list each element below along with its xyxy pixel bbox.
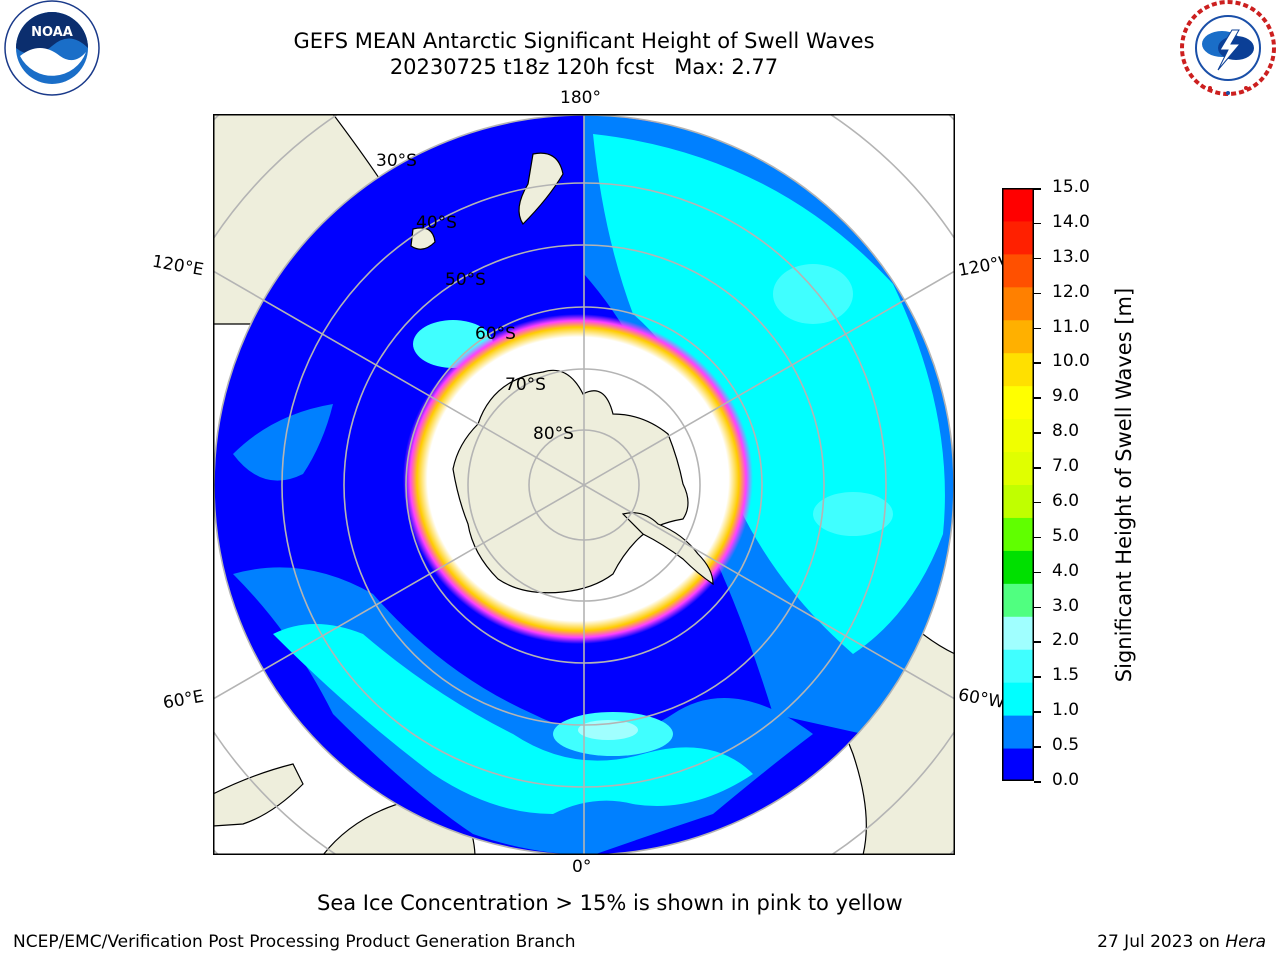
lon-label-60e: 60°E bbox=[161, 686, 206, 714]
colorbar-tick-label: 4.0 bbox=[1052, 560, 1080, 581]
noaa-logo-text: NOAA bbox=[31, 25, 73, 40]
swell-band-1.5-2.0-east bbox=[773, 264, 853, 324]
footer-date-text: 27 Jul 2023 on bbox=[1097, 932, 1226, 952]
colorbar-tick-label: 9.0 bbox=[1052, 386, 1080, 407]
colorbar-tick-label: 7.0 bbox=[1052, 456, 1080, 477]
colorbar-segment-11-12 bbox=[1002, 319, 1034, 354]
colorbar-tick-mark bbox=[1034, 222, 1041, 225]
colorbar-segment-4-5 bbox=[1002, 550, 1034, 584]
colorbar-tick-mark bbox=[1034, 606, 1041, 609]
colorbar-segment-0.5-1 bbox=[1002, 715, 1034, 749]
colorbar-tick-mark bbox=[1034, 501, 1041, 504]
swell-band-0.5-1.0-west bbox=[233, 404, 333, 481]
footer-machine: Hera bbox=[1225, 932, 1266, 952]
swell-band-1.0-1.5-south bbox=[273, 624, 753, 814]
colorbar-segment-5-6 bbox=[1002, 517, 1034, 551]
colorbar-tick-mark bbox=[1034, 188, 1041, 190]
colorbar-tick-label: 12.0 bbox=[1052, 281, 1090, 302]
land-madagascar bbox=[213, 763, 304, 827]
lon-label-0: 0° bbox=[572, 857, 592, 877]
colorbar-tick-mark bbox=[1034, 746, 1041, 748]
polar-map bbox=[213, 114, 955, 855]
colorbar-tick-mark bbox=[1034, 327, 1041, 330]
colorbar-segment-9-10 bbox=[1002, 385, 1034, 420]
colorbar-segment-2-3 bbox=[1002, 616, 1034, 650]
colorbar-tick-label: 13.0 bbox=[1052, 246, 1090, 267]
colorbar-segment-7-8 bbox=[1002, 451, 1034, 485]
chart-subtitle: 20230725 t18z 120h fcst Max: 2.77 bbox=[389, 55, 779, 79]
colorbar-tick-label: 15.0 bbox=[1052, 177, 1090, 197]
colorbar-title: Significant Height of Swell Waves [m] bbox=[1112, 287, 1136, 683]
colorbar-frame bbox=[1002, 188, 1034, 781]
footer-date: 27 Jul 2023 on Hera bbox=[1097, 932, 1266, 952]
colorbar-segment-3-4 bbox=[1002, 583, 1034, 617]
colorbar-segment-8-9 bbox=[1002, 418, 1034, 453]
lat-label-70s: 70°S bbox=[505, 375, 546, 395]
colorbar-segment-1-1.5 bbox=[1002, 682, 1034, 716]
colorbar-tick-mark bbox=[1034, 536, 1041, 539]
colorbar-tick-mark bbox=[1034, 432, 1041, 434]
colorbar-tick-label: 11.0 bbox=[1052, 316, 1090, 337]
colorbar-tick-label: 6.0 bbox=[1052, 490, 1080, 511]
land-new-zealand bbox=[518, 152, 564, 225]
lon-label-120e: 120°E bbox=[150, 251, 206, 281]
footer-credit: NCEP/EMC/Verification Post Processing Pr… bbox=[13, 932, 576, 952]
colorbar-tick-label: 0.0 bbox=[1052, 770, 1080, 790]
colorbar-tick-mark bbox=[1034, 362, 1041, 364]
colorbar-segment-0-0.5 bbox=[1002, 748, 1034, 781]
colorbar-tick-mark bbox=[1034, 397, 1041, 399]
colorbar-segment-1.5-2 bbox=[1002, 649, 1034, 683]
colorbar-tick-label: 14.0 bbox=[1052, 211, 1090, 232]
colorbar-tick-label: 0.5 bbox=[1052, 735, 1080, 756]
colorbar-tick-mark bbox=[1034, 467, 1041, 469]
colorbar-segment-12-13 bbox=[1002, 286, 1034, 321]
colorbar-segment-14-15 bbox=[1002, 220, 1034, 255]
colorbar-tick-label: 10.0 bbox=[1052, 351, 1090, 372]
colorbar-segment-10-11 bbox=[1002, 352, 1034, 387]
lat-label-60s: 60°S bbox=[475, 324, 516, 344]
colorbar-tick-label: 5.0 bbox=[1052, 525, 1080, 546]
lat-label-50s: 50°S bbox=[445, 270, 486, 290]
colorbar-segment-6-7 bbox=[1002, 484, 1034, 518]
colorbar-tick-mark bbox=[1034, 571, 1041, 574]
colorbar-tick-mark bbox=[1034, 257, 1041, 260]
colorbar bbox=[1002, 188, 1034, 781]
colorbar-tick-mark bbox=[1034, 641, 1041, 643]
chart-title: GEFS MEAN Antarctic Significant Height o… bbox=[293, 29, 875, 53]
colorbar-tick-label: 2.0 bbox=[1052, 630, 1080, 651]
colorbar-segment-13-14 bbox=[1002, 253, 1034, 288]
colorbar-tick-label: 3.0 bbox=[1052, 595, 1080, 616]
colorbar-segment-15-16 bbox=[1002, 188, 1034, 222]
swell-band-1.5-2.0-east2 bbox=[813, 492, 893, 536]
colorbar-tick-label: 1.5 bbox=[1052, 665, 1080, 686]
sea-ice-note: Sea Ice Concentration > 15% is shown in … bbox=[317, 891, 903, 915]
colorbar-tick-mark bbox=[1034, 711, 1041, 713]
lat-label-30s: 30°S bbox=[376, 151, 417, 171]
colorbar-tick-mark bbox=[1034, 292, 1041, 295]
colorbar-tick-mark bbox=[1034, 781, 1041, 783]
noaa-logo-icon: NOAA bbox=[4, 0, 100, 96]
swell-height-field bbox=[214, 115, 954, 855]
lat-label-80s: 80°S bbox=[533, 424, 574, 444]
nws-logo-icon bbox=[1180, 0, 1276, 96]
land-antarctic-peninsula bbox=[621, 512, 714, 586]
colorbar-tick-label: 1.0 bbox=[1052, 700, 1080, 721]
lon-label-60w: 60°W bbox=[956, 685, 1007, 713]
colorbar-tick-mark bbox=[1034, 676, 1041, 678]
lon-label-180: 180° bbox=[560, 88, 601, 108]
map-frame bbox=[213, 114, 955, 855]
lat-label-40s: 40°S bbox=[416, 213, 457, 233]
colorbar-tick-label: 8.0 bbox=[1052, 421, 1080, 442]
